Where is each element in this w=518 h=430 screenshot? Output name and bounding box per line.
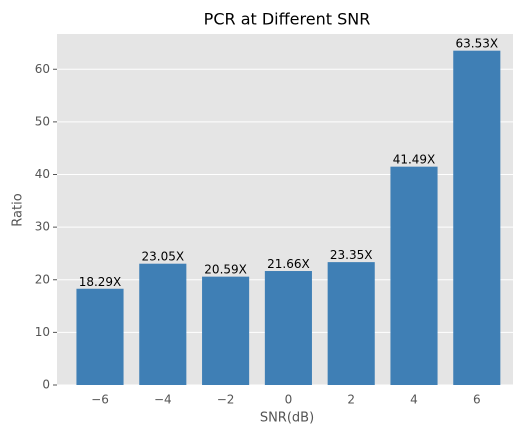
value-label: 20.59X	[204, 263, 247, 277]
y-tick-label: 60	[35, 62, 50, 76]
bar	[139, 263, 187, 385]
y-tick-label: 10	[35, 325, 50, 339]
y-tick-label: 0	[42, 378, 50, 392]
x-tick-label: 6	[473, 393, 481, 407]
value-label: 18.29X	[79, 275, 122, 289]
x-tick-label: 0	[285, 393, 293, 407]
x-tick-label: −4	[154, 393, 172, 407]
bar	[390, 166, 438, 385]
value-label: 23.35X	[330, 248, 373, 262]
chart-title: PCR at Different SNR	[204, 10, 371, 29]
x-tick-label: 2	[347, 393, 355, 407]
value-label: 23.05X	[142, 250, 185, 264]
x-tick-label: −6	[91, 393, 109, 407]
y-tick-label: 20	[35, 272, 50, 286]
bar	[264, 271, 312, 385]
bar	[202, 276, 250, 385]
x-tick-label: −2	[217, 393, 235, 407]
bar	[453, 50, 501, 386]
bar	[327, 262, 375, 385]
bar	[76, 288, 124, 385]
y-tick-label: 30	[35, 220, 50, 234]
x-axis-label: SNR(dB)	[260, 411, 314, 426]
x-tick-label: 4	[410, 393, 418, 407]
value-label: 63.53X	[456, 37, 499, 51]
y-axis-label: Ratio	[11, 193, 26, 226]
y-tick-label: 40	[35, 167, 50, 181]
y-tick-label: 50	[35, 114, 50, 128]
value-label: 21.66X	[267, 257, 310, 271]
value-label: 41.49X	[393, 153, 436, 167]
